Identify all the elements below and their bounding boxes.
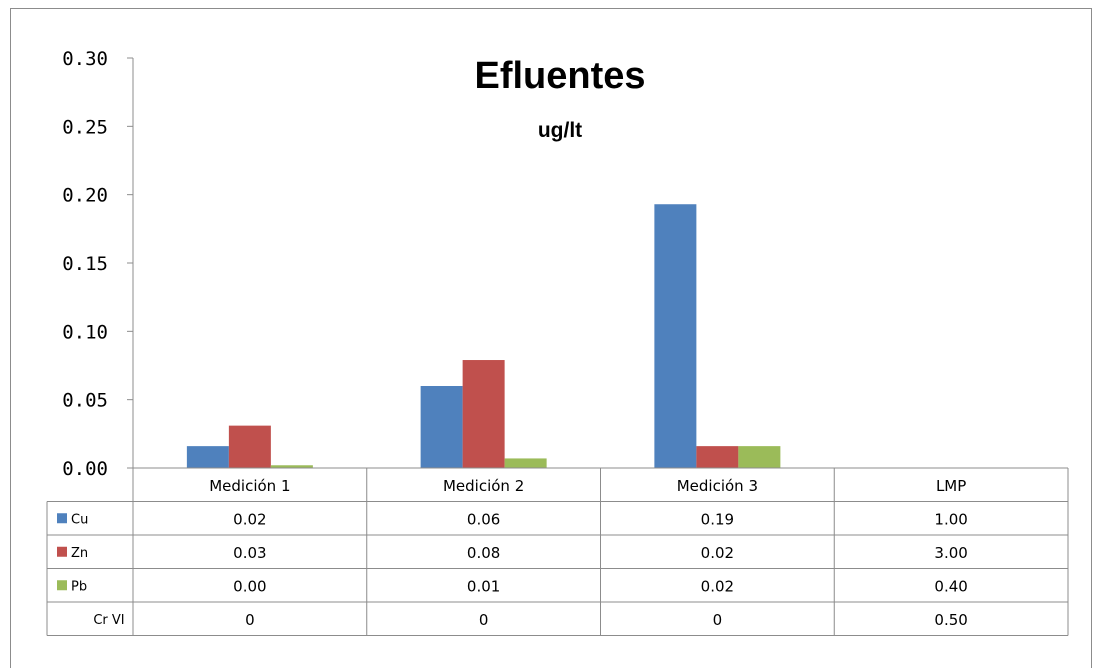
data-cell: 0.02 [701,544,734,562]
bars [186,204,781,468]
bar-cu-1 [186,446,229,468]
y-tick-label: 0.25 [62,116,108,138]
y-tick-label: 0.30 [62,48,108,70]
chart-frame [10,8,1092,668]
y-tick-label: 0.10 [62,321,108,343]
bar-zn-3 [696,446,739,468]
y-tick-label: 0.05 [62,390,108,412]
legend-label: Cu [71,512,88,527]
legend-label: Cr VI [93,613,124,628]
bar-pb-2 [504,458,547,468]
y-tick-label: 0.15 [62,253,108,275]
bar-zn-2 [462,360,505,468]
category-label: Medición 2 [443,477,524,495]
data-cell: 0.02 [233,510,266,528]
category-label: Medición 1 [209,477,290,495]
y-tick-label: 0.00 [62,458,108,480]
data-cell: 0.50 [934,611,967,629]
bar-zn-1 [228,425,271,468]
data-cell: 0.02 [701,577,734,595]
data-cell: 0.19 [701,510,734,528]
data-cell: 0.03 [233,544,266,562]
legend-label: Pb [71,579,87,594]
y-axis: 0.00 0.05 0.10 0.15 0.20 0.25 0.30 [62,48,134,480]
chart-title: Efluentes [474,55,645,97]
data-cell: 0 [479,611,489,629]
category-label: Medición 3 [677,477,758,495]
data-cell: 0.40 [934,577,967,595]
data-cell: 0 [245,611,255,629]
data-cell: 3.00 [934,544,967,562]
data-cell: 0 [713,611,723,629]
category-label: LMP [936,477,966,495]
legend-key-cu [57,513,67,524]
bar-pb-1 [270,465,313,468]
legend-label: Zn [71,546,88,561]
legend-key-zn [57,546,67,557]
data-cell: 1.00 [934,510,967,528]
y-tick-label: 0.20 [62,185,108,207]
bar-cu-3 [654,204,697,468]
chart-subtitle: ug/lt [538,119,582,142]
bar-cu-2 [420,386,463,468]
data-cell: 0.08 [467,544,500,562]
legend-key-pb [57,580,67,591]
data-cell: 0.00 [233,577,266,595]
data-cell: 0.06 [467,510,500,528]
data-cell: 0.01 [467,577,500,595]
bar-pb-3 [738,446,781,468]
data-table: Medición 1 Medición 2 Medición 3 LMP Cu 0.02 0… [46,467,1069,636]
